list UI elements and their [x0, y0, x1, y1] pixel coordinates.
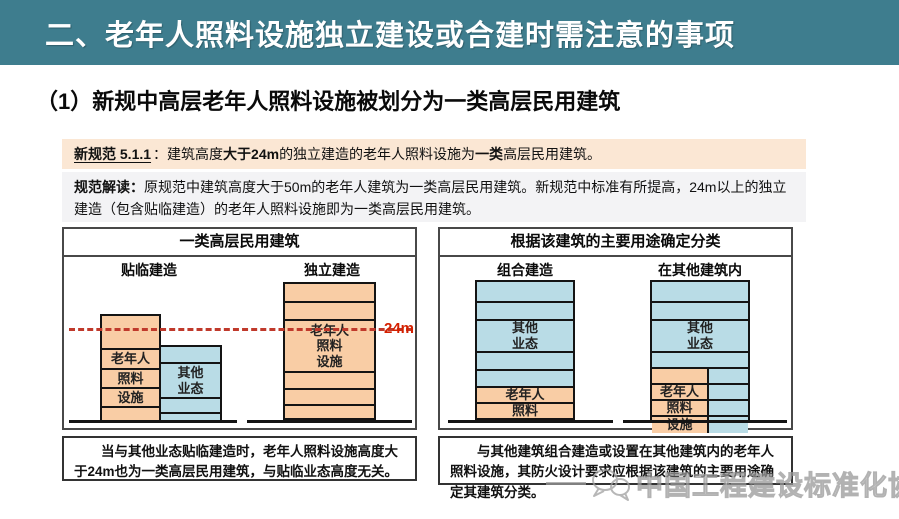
building-floor-label: 其他 业态: [161, 362, 220, 397]
panel-usage-title: 根据该建筑的主要用途确定分类: [440, 229, 791, 257]
building-floor: [285, 301, 374, 319]
building-floor: [709, 369, 748, 383]
building-floor: [652, 301, 748, 319]
building-floor-label: 其他 业态: [652, 319, 748, 351]
section-subtitle: （1）新规中高层老年人照料设施被划分为一类高层民用建筑: [36, 89, 621, 114]
building-floor: [161, 397, 220, 412]
interpretation-text: 原规范中建筑高度大于50m的老年人建筑为一类高层民用建筑。新规范中标准有所提高，…: [74, 179, 787, 217]
building-floor: [477, 351, 573, 369]
building-independent-elder: 老年人 照料 设施: [283, 282, 376, 422]
building-floor-label: 老年人: [652, 383, 707, 399]
new-regulation-box: 新规范 5.1.1 ：建筑高度 大于24m 的独立建造的老年人照料设施为 一类 高层民用建…: [62, 139, 806, 169]
building-floor: [161, 347, 220, 362]
building-floor-label: 设施: [477, 418, 573, 420]
building-floor: [285, 418, 374, 420]
caption-combined-note: 与其他建筑组合建造或设置在其他建筑内的老年人照料设施，其防火设计要求应根据该建筑…: [438, 436, 793, 500]
building-split-section: 老年人 照料 设施: [652, 367, 748, 433]
building-floor: [477, 282, 573, 301]
building-floor: [709, 383, 748, 399]
building-floor: [285, 371, 374, 388]
regulation-bold-2: 一类: [475, 146, 504, 162]
label-independent-construction: 独立建造: [304, 262, 360, 278]
building-floor-label: 老年人 照料 设施: [285, 319, 374, 371]
ground-line: [247, 420, 412, 423]
building-floor: [709, 399, 748, 415]
building-floor: [285, 284, 374, 301]
page-title: 二、老年人照料设施独立建设或合建时需注意的事项: [45, 19, 736, 52]
building-combined: 其他 业态 老年人 照料 设施: [475, 280, 575, 422]
building-floor: [477, 301, 573, 319]
building-floor-label: 设施: [652, 415, 707, 433]
interpretation-label: 规范解读：: [74, 179, 144, 195]
height-limit-dashed-line: [69, 328, 412, 331]
ground-line: [448, 420, 613, 423]
building-floor: [161, 412, 220, 420]
ground-line: [69, 420, 237, 423]
building-floor-label: 设施: [102, 387, 159, 406]
building-floor-label: 其他 业态: [477, 319, 573, 351]
regulation-text-1: ：建筑高度: [153, 146, 224, 162]
header-banner: 二、老年人照料设施独立建设或合建时需注意的事项: [0, 0, 899, 65]
watermark-text: 中国工程建设标准化协会: [636, 471, 899, 502]
building-within-other: 其他 业态 老年人 照料 设施: [650, 280, 750, 433]
building-floor-label: 老年人: [102, 348, 159, 368]
panel-class1-title: 一类高层民用建筑: [64, 229, 415, 257]
building-floor-label: 照料: [477, 402, 573, 418]
building-floor: [709, 415, 748, 433]
building-floor: [102, 316, 159, 348]
panel-class1-highrise: 一类高层民用建筑 贴临建造 独立建造 老年人 照料 设施 其他 业态 老年人 照…: [62, 227, 417, 430]
building-attached-other: 其他 业态: [159, 345, 222, 422]
building-floor: [652, 369, 707, 383]
watermark: 中国工程建设标准化协会: [546, 464, 899, 503]
building-floor-label: 照料: [652, 399, 707, 415]
interpretation-box: 规范解读：原规范中建筑高度大于50m的老年人建筑为一类高层民用建筑。新规范中标准…: [62, 172, 806, 222]
building-floor: [285, 404, 374, 418]
building-floor: [652, 351, 748, 367]
building-floor-label: 照料: [102, 368, 159, 387]
regulation-bold-1: 大于24m: [223, 146, 280, 162]
label-attached-construction: 贴临建造: [121, 262, 177, 278]
panel-usage-classification: 根据该建筑的主要用途确定分类 组合建造 在其他建筑内 其他 业态 老年人 照料 …: [438, 227, 793, 433]
ground-line: [623, 420, 787, 423]
caption-attached-note: 当与其他业态贴临建造时，老年人照料设施高度大于24m也为一类高层民用建筑，与贴临…: [62, 436, 417, 481]
building-floor: [652, 282, 748, 301]
regulation-text-3: 高层民用建筑。: [503, 146, 602, 162]
building-floor-label: 老年人: [477, 386, 573, 402]
regulation-ref: 新规范 5.1.1: [74, 146, 152, 162]
building-floor: [102, 406, 159, 421]
height-limit-label: 24m: [384, 320, 415, 337]
label-combined-construction: 组合建造: [497, 262, 553, 278]
building-floor: [477, 369, 573, 386]
building-floor: [285, 388, 374, 404]
watermark-dash: [546, 482, 586, 485]
building-elder-column: 老年人 照料 设施: [652, 369, 709, 433]
regulation-text-2: 的独立建造的老年人照料设施为: [279, 146, 476, 162]
label-inside-other-building: 在其他建筑内: [658, 262, 742, 278]
building-other-column: [709, 369, 748, 433]
chat-bubbles-icon: [592, 468, 630, 501]
